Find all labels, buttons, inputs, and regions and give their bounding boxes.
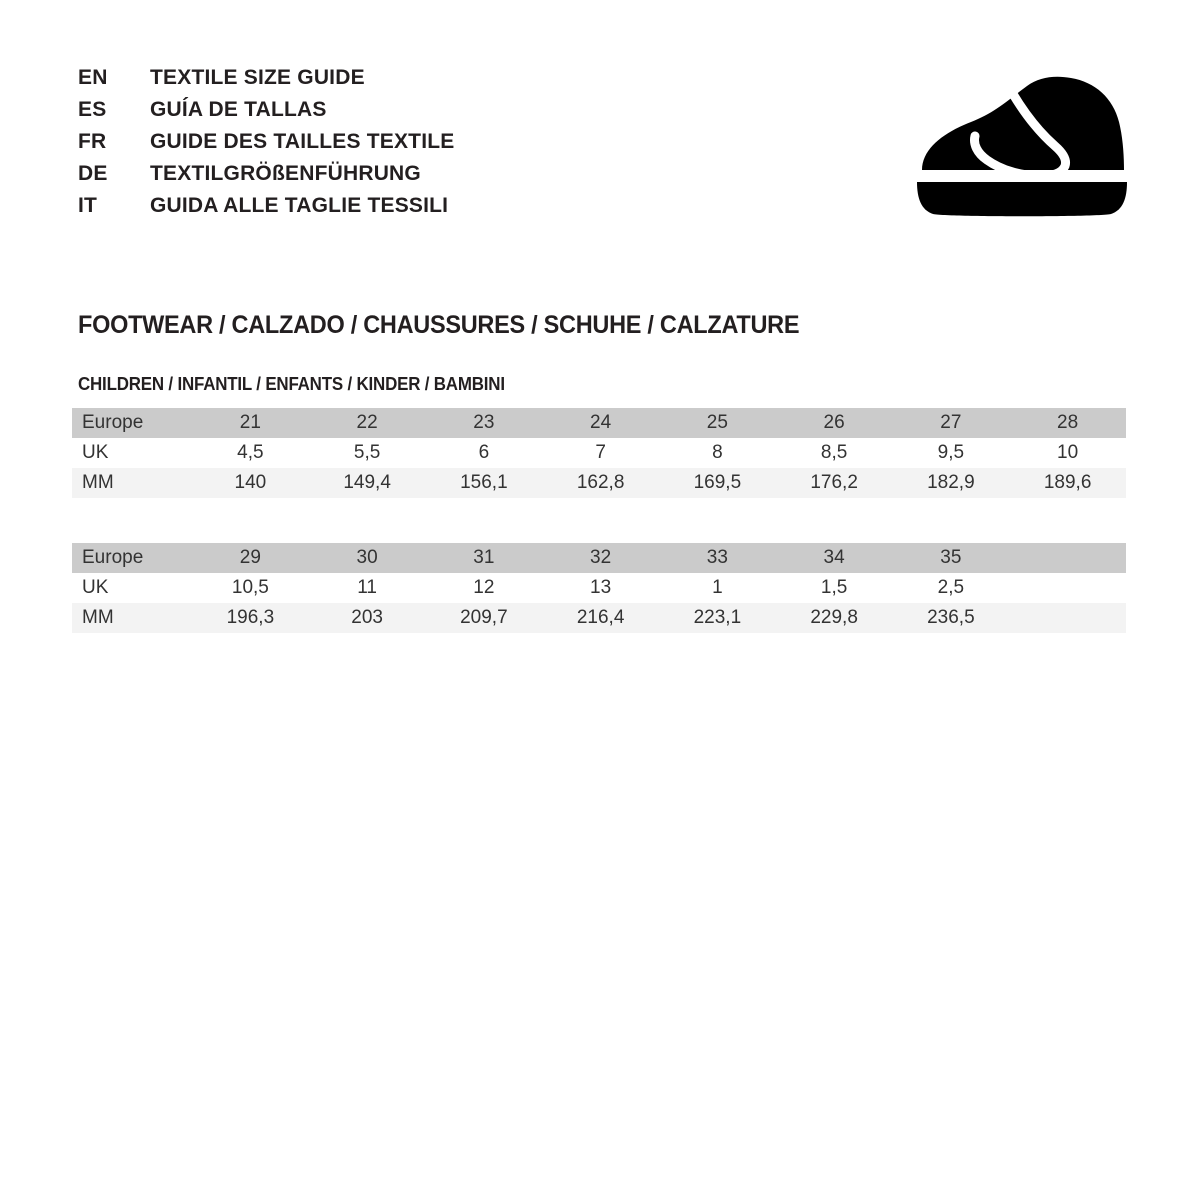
table-row: MM 140 149,4 156,1 162,8 169,5 176,2 182… [72,468,1126,498]
section-title-footwear: FOOTWEAR / CALZADO / CHAUSSURES / SCHUHE… [78,311,800,339]
cell-mm-1: 196,3 [192,603,309,633]
language-row-de: DE TEXTILGRÖßENFÜHRUNG [78,162,778,194]
cell-uk-5: 1 [659,573,776,603]
cell-europe-8 [1009,543,1126,573]
table-row: MM 196,3 203 209,7 216,4 223,1 229,8 236… [72,603,1126,633]
cell-mm-5: 223,1 [659,603,776,633]
cell-mm-1: 140 [192,468,309,498]
section-subtitle-children: CHILDREN / INFANTIL / ENFANTS / KINDER /… [78,374,505,394]
language-row-en: EN TEXTILE SIZE GUIDE [78,66,778,98]
table-row: Europe 21 22 23 24 25 26 27 28 [72,408,1126,438]
cell-uk-8 [1009,573,1126,603]
cell-uk-7: 9,5 [892,438,1010,468]
cell-europe-2: 30 [308,543,426,573]
cell-europe-5: 25 [659,408,776,438]
size-table-children-2: Europe 29 30 31 32 33 34 35 UK 10,5 11 1… [72,543,1126,633]
row-label-mm: MM [72,468,192,498]
cell-mm-8 [1009,603,1126,633]
cell-uk-7: 2,5 [892,573,1010,603]
cell-mm-6: 229,8 [775,603,893,633]
language-row-fr: FR GUIDE DES TAILLES TEXTILE [78,130,778,162]
row-label-uk: UK [72,438,192,468]
language-row-es: ES GUÍA DE TALLAS [78,98,778,130]
table-row: Europe 29 30 31 32 33 34 35 [72,543,1126,573]
cell-europe-8: 28 [1009,408,1126,438]
cell-mm-2: 203 [308,603,426,633]
language-title-es: GUÍA DE TALLAS [150,98,327,121]
language-row-it: IT GUIDA ALLE TAGLIE TESSILI [78,194,778,226]
cell-mm-3: 156,1 [425,468,543,498]
cell-europe-7: 27 [892,408,1010,438]
cell-uk-1: 4,5 [192,438,309,468]
cell-uk-3: 12 [425,573,543,603]
language-title-de: TEXTILGRÖßENFÜHRUNG [150,162,421,185]
cell-mm-8: 189,6 [1009,468,1126,498]
table-row: UK 4,5 5,5 6 7 8 8,5 9,5 10 [72,438,1126,468]
language-title-en: TEXTILE SIZE GUIDE [150,66,365,89]
cell-uk-1: 10,5 [192,573,309,603]
language-code-de: DE [78,162,108,185]
row-label-europe: Europe [72,408,192,438]
cell-europe-5: 33 [659,543,776,573]
table-row: UK 10,5 11 12 13 1 1,5 2,5 [72,573,1126,603]
cell-mm-3: 209,7 [425,603,543,633]
cell-uk-8: 10 [1009,438,1126,468]
cell-europe-7: 35 [892,543,1010,573]
cell-europe-6: 26 [775,408,893,438]
language-title-fr: GUIDE DES TAILLES TEXTILE [150,130,455,153]
shoe-icon [905,70,1140,225]
cell-uk-2: 11 [308,573,426,603]
cell-uk-4: 7 [542,438,659,468]
cell-uk-4: 13 [542,573,659,603]
cell-europe-4: 32 [542,543,659,573]
cell-uk-6: 8,5 [775,438,893,468]
cell-europe-4: 24 [542,408,659,438]
language-title-it: GUIDA ALLE TAGLIE TESSILI [150,194,449,217]
cell-uk-3: 6 [425,438,543,468]
language-code-it: IT [78,194,98,217]
language-code-fr: FR [78,130,107,153]
cell-mm-4: 162,8 [542,468,659,498]
cell-mm-5: 169,5 [659,468,776,498]
cell-mm-2: 149,4 [308,468,426,498]
cell-europe-2: 22 [308,408,426,438]
language-code-es: ES [78,98,107,121]
cell-mm-6: 176,2 [775,468,893,498]
language-code-en: EN [78,66,108,89]
row-label-europe: Europe [72,543,192,573]
language-header-block: EN TEXTILE SIZE GUIDE ES GUÍA DE TALLAS … [78,66,778,226]
size-table-children-1: Europe 21 22 23 24 25 26 27 28 UK 4,5 5,… [72,408,1126,498]
cell-uk-2: 5,5 [308,438,426,468]
cell-europe-3: 23 [425,408,543,438]
row-label-mm: MM [72,603,192,633]
cell-mm-7: 182,9 [892,468,1010,498]
cell-mm-4: 216,4 [542,603,659,633]
cell-europe-3: 31 [425,543,543,573]
cell-europe-1: 21 [192,408,309,438]
cell-europe-1: 29 [192,543,309,573]
cell-uk-5: 8 [659,438,776,468]
cell-uk-6: 1,5 [775,573,893,603]
cell-mm-7: 236,5 [892,603,1010,633]
cell-europe-6: 34 [775,543,893,573]
row-label-uk: UK [72,573,192,603]
